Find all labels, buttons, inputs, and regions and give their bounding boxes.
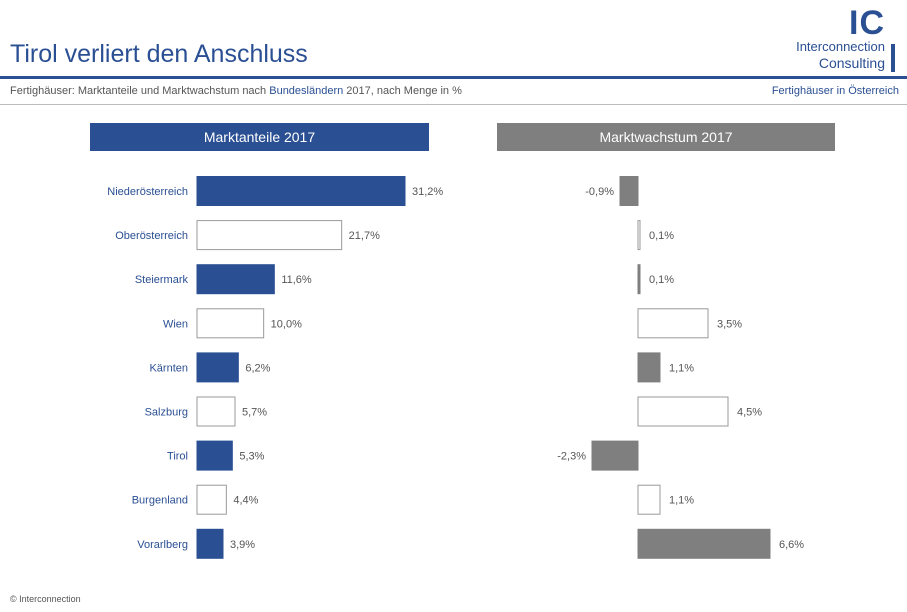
category-label: Salzburg: [145, 407, 188, 419]
share-bar: [196, 528, 224, 559]
share-bar: [196, 308, 265, 339]
growth-bar: [591, 440, 639, 471]
share-bar: [196, 484, 227, 515]
logo-name-line2: Consulting: [818, 55, 885, 71]
category-label: Burgenland: [132, 495, 188, 507]
share-bar: [196, 220, 343, 251]
growth-bar: [637, 220, 641, 251]
topic-label: Fertighäuser in Österreich: [771, 85, 899, 97]
share-value-label: 10,0%: [271, 318, 302, 330]
share-bar: [196, 176, 406, 206]
category-label: Oberösterreich: [115, 230, 188, 242]
share-value-label: 6,2%: [245, 362, 270, 374]
growth-bar: [637, 528, 771, 559]
growth-value-label: 1,1%: [669, 495, 694, 507]
subtitle-highlight: Bundesländern: [269, 85, 344, 97]
growth-value-label: 0,1%: [649, 274, 674, 286]
growth-bar: [637, 264, 641, 295]
logo-name-line1: Interconnection: [796, 39, 885, 54]
share-value-label: 3,9%: [230, 539, 255, 551]
share-bar: [196, 264, 275, 295]
share-value-label: 31,2%: [412, 186, 443, 198]
subtitle-divider: [0, 104, 907, 105]
growth-value-label: 4,5%: [737, 407, 762, 419]
share-value-label: 4,4%: [233, 495, 258, 507]
share-bar: [196, 396, 236, 427]
growth-bar: [619, 176, 639, 206]
share-value-label: 5,7%: [242, 407, 267, 419]
market-growth-chart-header: Marktwachstum 2017: [497, 123, 835, 151]
growth-bar: [637, 396, 729, 427]
logo-mark: IC: [849, 4, 885, 42]
category-label: Tirol: [167, 451, 188, 463]
share-bar: [196, 352, 239, 383]
title-divider: [0, 76, 907, 79]
footer-copyright: © Interconnection: [10, 594, 81, 604]
category-label: Steiermark: [135, 274, 189, 286]
page-title: Tirol verliert den Anschluss: [10, 40, 308, 68]
growth-value-label: 3,5%: [717, 318, 742, 330]
growth-value-label: 1,1%: [669, 362, 694, 374]
growth-value-label: -2,3%: [557, 451, 586, 463]
growth-bar: [637, 484, 661, 515]
subtitle-text-start: Fertighäuser: Marktanteile und Marktwach…: [10, 85, 270, 97]
share-value-label: 11,6%: [281, 274, 312, 286]
share-value-label: 21,7%: [349, 230, 380, 242]
growth-bar: [637, 308, 709, 339]
growth-bar: [637, 352, 661, 383]
subtitle-text-end: 2017, nach Menge in %: [343, 85, 462, 97]
company-logo: IC Interconnection Consulting: [770, 6, 895, 74]
growth-value-label: -0,9%: [585, 186, 614, 198]
page-subtitle: Fertighäuser: Marktanteile und Marktwach…: [10, 85, 462, 97]
share-bar: [196, 440, 233, 471]
market-share-chart-header: Marktanteile 2017: [90, 123, 429, 151]
category-label: Wien: [163, 318, 188, 330]
category-label: Kärnten: [149, 362, 188, 374]
category-label: Niederösterreich: [107, 186, 188, 198]
share-value-label: 5,3%: [239, 451, 264, 463]
logo-accent-bar: [891, 44, 895, 72]
category-label: Vorarlberg: [137, 539, 188, 551]
growth-value-label: 6,6%: [779, 539, 804, 551]
growth-value-label: 0,1%: [649, 230, 674, 242]
